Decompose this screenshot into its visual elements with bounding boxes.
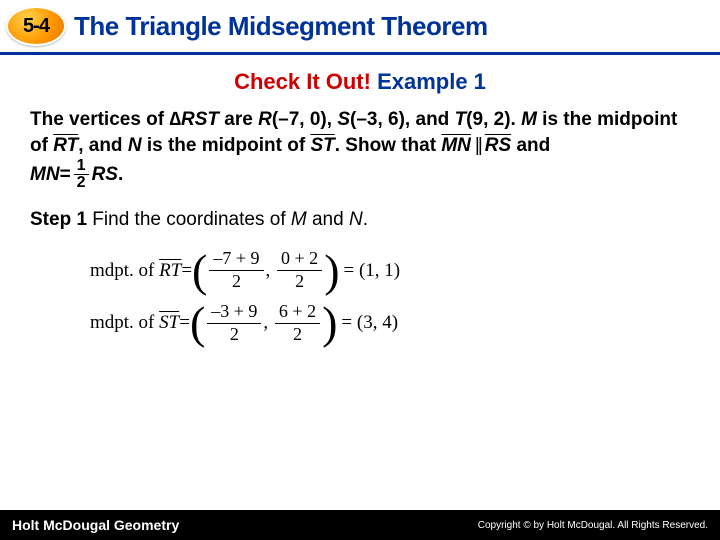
step-m: M — [291, 209, 307, 230]
midpoint-calculations: mdpt. of RT = ( –7 + 9 2 , 0 + 2 2 ) = (… — [90, 249, 690, 344]
point-n: N — [128, 135, 142, 156]
chapter-title: The Triangle Midsegment Theorem — [74, 11, 488, 42]
step-n: N — [349, 209, 363, 230]
paren-close: ) — [322, 302, 337, 343]
equation-mn-half-rs: MN = 1 2 RS. — [30, 158, 123, 191]
x-numer: –3 + 9 — [207, 302, 261, 324]
y-denom: 2 — [295, 271, 304, 292]
text: , and — [78, 135, 128, 156]
segment-rt: RT — [53, 135, 78, 156]
text: . — [363, 209, 368, 230]
step-1: Step 1 Find the coordinates of M and N. — [30, 209, 690, 231]
comma: , — [266, 260, 276, 282]
footer-brand: Holt McDougal Geometry — [12, 517, 179, 533]
footer-bar: Holt McDougal Geometry Copyright © by Ho… — [0, 510, 720, 540]
footer-copyright: Copyright © by Holt McDougal. All Rights… — [478, 520, 708, 531]
seg-st: ST — [159, 312, 179, 334]
x-fraction: –3 + 9 2 — [207, 302, 261, 345]
vertex-s: S — [337, 109, 350, 130]
vertex-r: R — [258, 109, 272, 130]
eq-rs: RS — [92, 162, 118, 188]
y-numer: 0 + 2 — [277, 249, 322, 271]
point-m: M — [521, 109, 537, 130]
result-st: = (3, 4) — [341, 312, 398, 334]
s-coord: (–3, 6), — [350, 109, 415, 130]
x-denom: 2 — [230, 324, 239, 345]
step-label: Step 1 — [30, 209, 87, 230]
equals: = — [181, 260, 192, 282]
eq-mn: MN — [30, 162, 60, 188]
text: and — [416, 109, 455, 130]
y-fraction: 0 + 2 2 — [277, 249, 322, 292]
mdpt-label: mdpt. of — [90, 260, 159, 282]
segment-st: ST — [310, 135, 334, 156]
y-fraction: 6 + 2 2 — [275, 302, 320, 345]
midpoint-rt-row: mdpt. of RT = ( –7 + 9 2 , 0 + 2 2 ) = (… — [90, 249, 690, 292]
subtitle-check: Check It Out! — [234, 69, 371, 94]
section-badge: 5-4 — [8, 6, 64, 46]
text: The vertices of ∆ — [30, 109, 181, 130]
x-denom: 2 — [232, 271, 241, 292]
problem-statement: The vertices of ∆RST are R(–7, 0), S(–3,… — [30, 107, 690, 191]
denominator: 2 — [74, 175, 89, 191]
segment-rs: RS — [485, 135, 511, 156]
paren-open: ( — [192, 250, 207, 291]
text: and — [307, 209, 349, 230]
equals: = — [60, 162, 71, 188]
t-coord: (9, 2). — [466, 109, 521, 130]
fraction-half: 1 2 — [74, 158, 89, 191]
header-bar: 5-4 The Triangle Midsegment Theorem — [0, 0, 720, 55]
y-denom: 2 — [293, 324, 302, 345]
segment-mn: MN — [441, 135, 471, 156]
mdpt-label: mdpt. of — [90, 312, 159, 334]
parallel-symbol: || — [475, 133, 481, 159]
section-number: 5-4 — [23, 15, 49, 38]
seg-rt: RT — [159, 260, 181, 282]
midpoint-st-row: mdpt. of ST = ( –3 + 9 2 , 6 + 2 2 ) = (… — [90, 302, 690, 345]
x-fraction: –7 + 9 2 — [209, 249, 263, 292]
text: is the midpoint of — [142, 135, 311, 156]
period: . — [118, 162, 123, 188]
result-rt: = (1, 1) — [344, 260, 401, 282]
comma: , — [263, 312, 273, 334]
vertex-t: T — [455, 109, 467, 130]
equals: = — [179, 312, 190, 334]
numerator: 1 — [74, 158, 89, 175]
r-coord: (–7, 0), — [272, 109, 337, 130]
y-numer: 6 + 2 — [275, 302, 320, 324]
content-area: The vertices of ∆RST are R(–7, 0), S(–3,… — [0, 95, 720, 344]
paren-open: ( — [190, 302, 205, 343]
triangle-name: RST — [181, 109, 219, 130]
step-text: Find the coordinates of — [87, 209, 291, 230]
paren-close: ) — [324, 250, 339, 291]
x-numer: –7 + 9 — [209, 249, 263, 271]
subtitle-example: Example 1 — [371, 69, 486, 94]
text: . Show that — [335, 135, 442, 156]
text: are — [219, 109, 258, 130]
text: and — [511, 135, 550, 156]
example-subtitle: Check It Out! Example 1 — [0, 69, 720, 95]
